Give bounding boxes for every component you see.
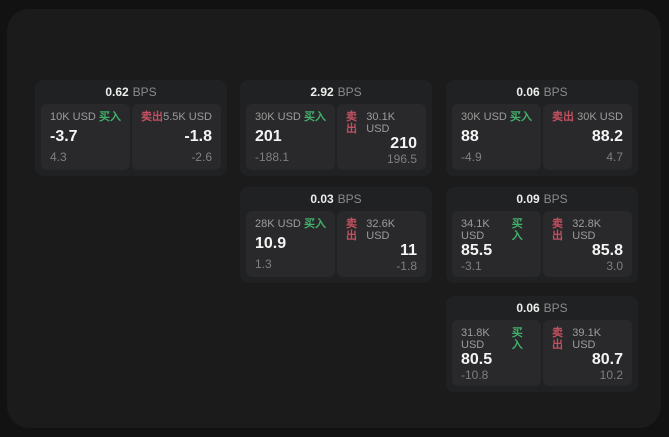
sell-amount: 32.6K USD <box>366 218 396 242</box>
buy-side-label: 买入 <box>511 327 523 351</box>
sell-amount: 32.8K USD <box>572 218 602 242</box>
sell-quote-tile[interactable]: 卖出 32.6K USD 11 -1.8 <box>337 211 426 277</box>
sell-delta: 10.2 <box>599 368 623 382</box>
sell-price: 80.7 <box>591 351 623 368</box>
buy-amount: 34.1K USD <box>461 218 490 242</box>
sell-side-label: 卖出 <box>552 218 563 242</box>
sell-amount: 30.1K USD <box>366 111 396 135</box>
buy-delta: 4.3 <box>50 150 67 164</box>
buy-delta: -4.9 <box>461 150 482 164</box>
sell-side-label: 卖出 <box>141 111 163 123</box>
spread-unit: BPS <box>337 192 362 206</box>
spread-value: 2.92 <box>310 85 334 99</box>
spread-header: 0.09 BPS <box>446 187 638 211</box>
sell-side-label: 卖出 <box>552 111 574 123</box>
quote-card-3: 0.03 BPS 28K USD 买入 10.9 1.3 卖出 32.6K US… <box>240 187 432 283</box>
buy-price: 10.9 <box>255 235 287 252</box>
buy-amount: 31.8K USD <box>461 327 490 351</box>
spread-header: 0.06 BPS <box>446 80 638 104</box>
sell-delta: -1.8 <box>396 259 417 273</box>
sell-price: -1.8 <box>184 128 212 145</box>
spread-value: 0.09 <box>516 192 540 206</box>
sell-price: 210 <box>390 135 417 152</box>
buy-quote-tile[interactable]: 31.8K USD 买入 80.5 -10.8 <box>452 320 541 386</box>
buy-side-label: 买入 <box>304 218 326 230</box>
spread-value: 0.06 <box>516 301 540 315</box>
buy-delta: -3.1 <box>461 259 482 273</box>
sell-price: 88.2 <box>591 128 623 145</box>
buy-amount: 10K USD <box>50 111 96 123</box>
buy-price: 80.5 <box>461 351 493 368</box>
sell-side-label: 卖出 <box>552 327 563 351</box>
sell-delta: -2.6 <box>191 150 212 164</box>
sell-quote-tile[interactable]: 卖出 5.5K USD -1.8 -2.6 <box>132 104 221 170</box>
spread-value: 0.62 <box>105 85 129 99</box>
buy-side-label: 买入 <box>511 218 523 242</box>
buy-amount: 30K USD <box>461 111 507 123</box>
buy-quote-tile[interactable]: 34.1K USD 买入 85.5 -3.1 <box>452 211 541 277</box>
spread-unit: BPS <box>337 85 362 99</box>
sell-delta: 196.5 <box>386 152 417 166</box>
buy-delta: -188.1 <box>255 150 290 164</box>
sell-price: 85.8 <box>591 242 623 259</box>
spread-value: 0.06 <box>516 85 540 99</box>
sell-side-label: 卖出 <box>346 218 357 242</box>
buy-quote-tile[interactable]: 10K USD 买入 -3.7 4.3 <box>41 104 130 170</box>
buy-price: 88 <box>461 128 479 145</box>
spread-unit: BPS <box>543 301 568 315</box>
buy-quote-tile[interactable]: 30K USD 买入 201 -188.1 <box>246 104 335 170</box>
quote-card-2: 0.06 BPS 30K USD 买入 88 -4.9 卖出 30K USD 8… <box>446 80 638 176</box>
buy-price: 85.5 <box>461 242 493 259</box>
quote-card-0: 0.62 BPS 10K USD 买入 -3.7 4.3 卖出 5.5K USD… <box>35 80 227 176</box>
spread-unit: BPS <box>132 85 157 99</box>
sell-amount: 30K USD <box>577 111 623 123</box>
sell-delta: 3.0 <box>606 259 623 273</box>
buy-side-label: 买入 <box>99 111 121 123</box>
sell-price: 11 <box>400 242 417 259</box>
sell-side-label: 卖出 <box>346 111 357 135</box>
spread-header: 0.06 BPS <box>446 296 638 320</box>
sell-amount: 5.5K USD <box>163 111 212 123</box>
quote-card-1: 2.92 BPS 30K USD 买入 201 -188.1 卖出 30.1K … <box>240 80 432 176</box>
buy-side-label: 买入 <box>304 111 326 123</box>
sell-quote-tile[interactable]: 卖出 30.1K USD 210 196.5 <box>337 104 426 170</box>
spread-unit: BPS <box>543 85 568 99</box>
buy-price: 201 <box>255 128 282 145</box>
buy-amount: 30K USD <box>255 111 301 123</box>
sell-delta: 4.7 <box>606 150 623 164</box>
sell-quote-tile[interactable]: 卖出 30K USD 88.2 4.7 <box>543 104 632 170</box>
spread-header: 0.03 BPS <box>240 187 432 211</box>
sell-quote-tile[interactable]: 卖出 39.1K USD 80.7 10.2 <box>543 320 632 386</box>
quote-card-4: 0.09 BPS 34.1K USD 买入 85.5 -3.1 卖出 32.8K… <box>446 187 638 283</box>
buy-amount: 28K USD <box>255 218 301 230</box>
sell-amount: 39.1K USD <box>572 327 602 351</box>
spread-header: 2.92 BPS <box>240 80 432 104</box>
buy-delta: -10.8 <box>461 368 489 382</box>
spread-unit: BPS <box>543 192 568 206</box>
buy-price: -3.7 <box>50 128 78 145</box>
buy-quote-tile[interactable]: 28K USD 买入 10.9 1.3 <box>246 211 335 277</box>
buy-quote-tile[interactable]: 30K USD 买入 88 -4.9 <box>452 104 541 170</box>
sell-quote-tile[interactable]: 卖出 32.8K USD 85.8 3.0 <box>543 211 632 277</box>
buy-side-label: 买入 <box>510 111 532 123</box>
quote-card-5: 0.06 BPS 31.8K USD 买入 80.5 -10.8 卖出 39.1… <box>446 296 638 392</box>
spread-header: 0.62 BPS <box>35 80 227 104</box>
spread-value: 0.03 <box>310 192 334 206</box>
buy-delta: 1.3 <box>255 257 272 271</box>
